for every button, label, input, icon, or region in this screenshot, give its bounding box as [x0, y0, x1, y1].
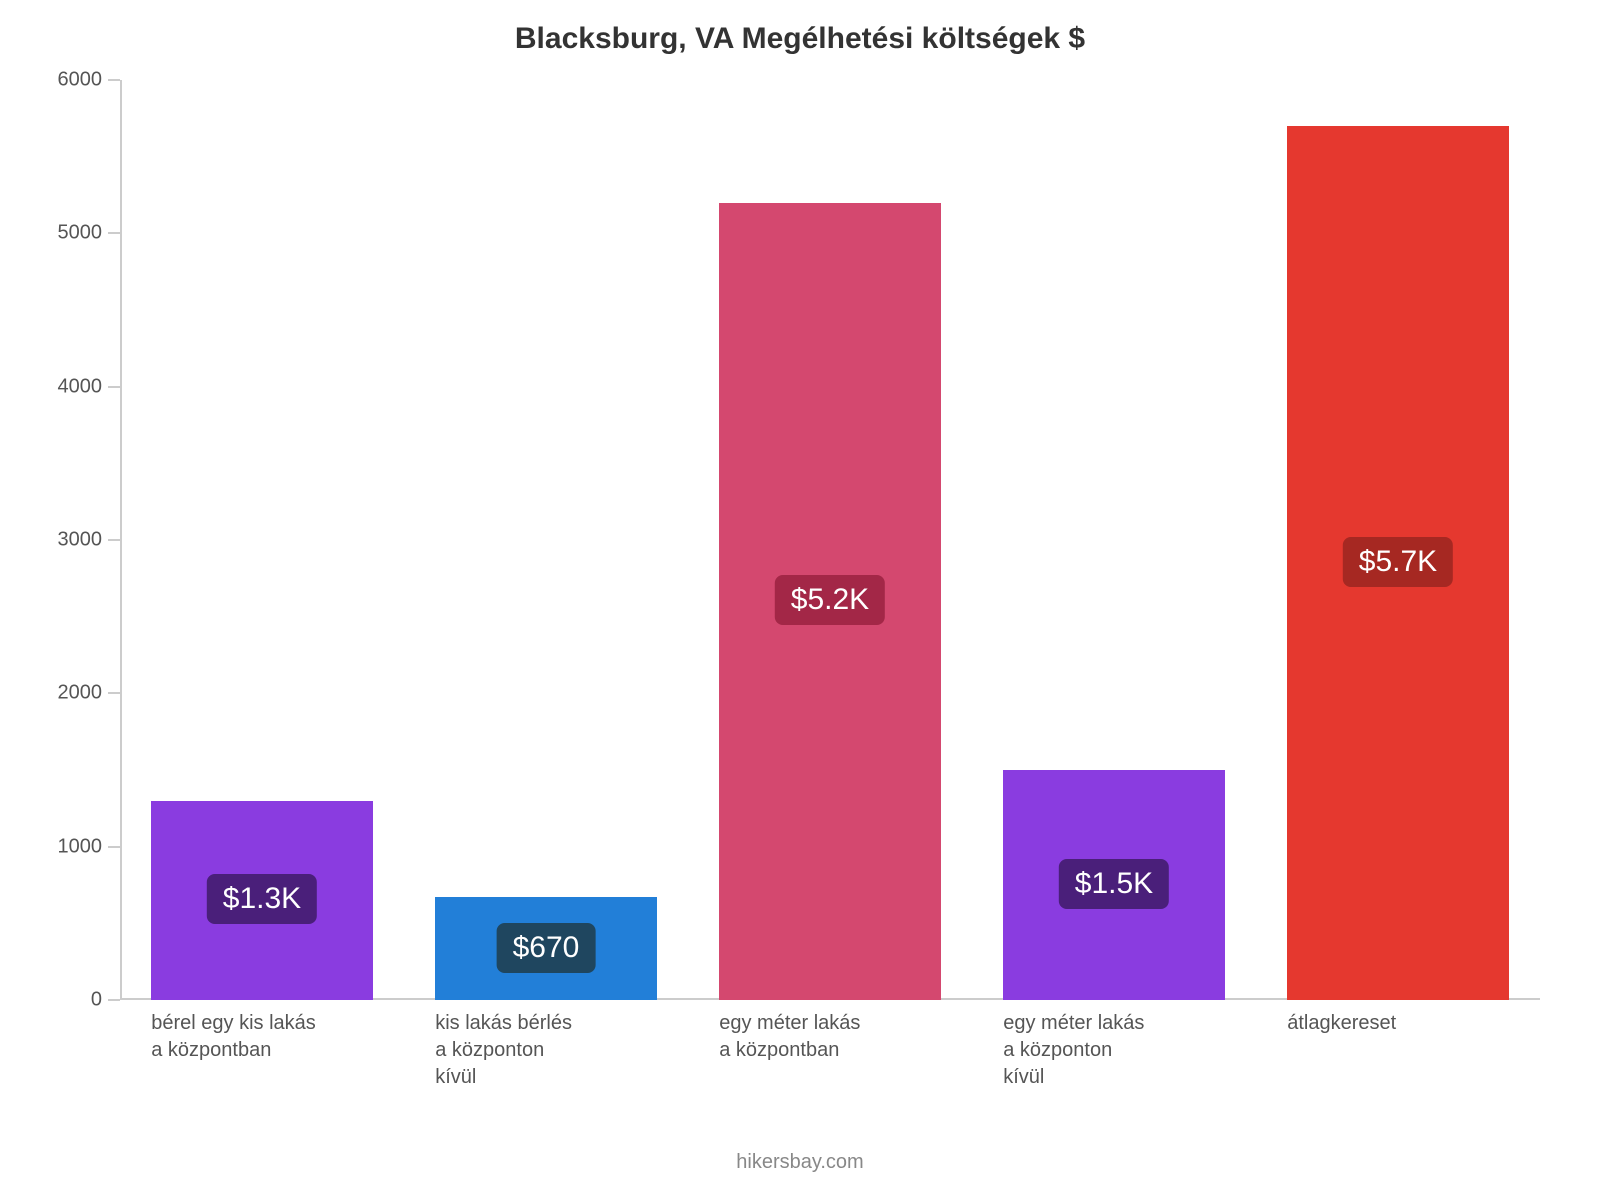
chart-title: Blacksburg, VA Megélhetési költségek $ — [0, 22, 1600, 56]
y-tick — [108, 846, 120, 848]
bar-value-label: $5.7K — [1343, 537, 1453, 587]
bar: $5.7K — [1287, 126, 1509, 1000]
x-axis-category-label: egy méter lakás a központon kívül — [1003, 1010, 1144, 1091]
bars-group: $1.3K $670 $5.2K $1.5K $5.7K — [120, 80, 1540, 1000]
bar: $1.3K — [151, 801, 373, 1000]
bar: $5.2K — [719, 203, 941, 1000]
bar-value-label: $670 — [497, 923, 596, 973]
x-axis-category-label: kis lakás bérlés a központon kívül — [435, 1010, 572, 1091]
y-tick — [108, 692, 120, 694]
bar-value-label: $1.5K — [1059, 859, 1169, 909]
y-tick-label: 3000 — [20, 529, 102, 552]
y-tick-label: 2000 — [20, 682, 102, 705]
y-tick — [108, 539, 120, 541]
chart-container: Blacksburg, VA Megélhetési költségek $ $… — [0, 0, 1600, 1200]
y-tick — [108, 999, 120, 1001]
bar: $670 — [435, 897, 657, 1000]
y-tick-label: 0 — [20, 989, 102, 1012]
x-axis-category-label: bérel egy kis lakás a központban — [151, 1010, 316, 1064]
y-tick — [108, 386, 120, 388]
y-tick-label: 4000 — [20, 375, 102, 398]
y-tick-label: 1000 — [20, 835, 102, 858]
x-axis-category-label: átlagkereset — [1287, 1010, 1396, 1037]
y-tick-label: 5000 — [20, 222, 102, 245]
footer-attribution: hikersbay.com — [0, 1151, 1600, 1174]
y-tick-label: 6000 — [20, 69, 102, 92]
y-tick — [108, 232, 120, 234]
plot-area: $1.3K$670$5.2K$1.5K$5.7K 010002000300040… — [120, 80, 1540, 1000]
x-axis-category-label: egy méter lakás a központban — [719, 1010, 860, 1064]
bar: $1.5K — [1003, 770, 1225, 1000]
bar-value-label: $1.3K — [207, 874, 317, 924]
y-tick — [108, 79, 120, 81]
bar-value-label: $5.2K — [775, 575, 885, 625]
